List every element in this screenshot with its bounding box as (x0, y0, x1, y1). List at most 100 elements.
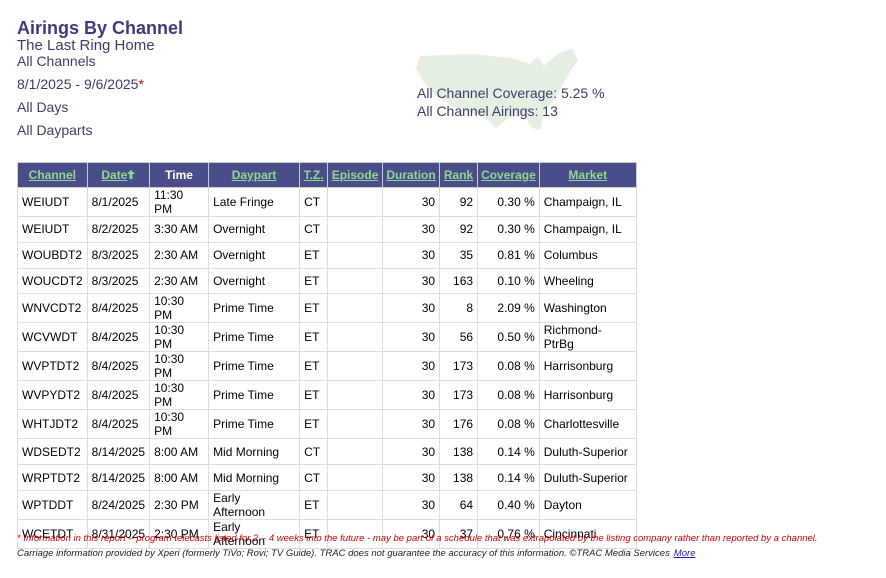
header-row: Channel Date Time Daypart T.Z. Episode Duratio… (17, 162, 637, 188)
table-row: WDSEDT2 8/14/2025 8:00 AM Mid Morning CT 30 13… (17, 438, 637, 466)
sort-link[interactable]: Market (568, 168, 608, 182)
channel-cell: WVPYDT2 (17, 380, 88, 411)
date-cell: 8/4/2025 (86, 322, 151, 353)
episode-cell (327, 464, 384, 491)
time-cell: 2:30 AM (149, 241, 210, 269)
market-cell: Dayton (538, 489, 637, 520)
table-row: WEIUDT 8/2/2025 3:30 AM Overnight CT 30 92 0.30… (17, 216, 637, 243)
table-row: WVPTDT2 8/4/2025 10:30 PM Prime Time ET 30 173… (17, 351, 637, 382)
channel-cell: WNVCDT2 (17, 293, 88, 324)
sort-link[interactable]: Coverage (481, 168, 536, 182)
episode-cell (327, 187, 384, 217)
market-cell: Harrisonburg (538, 351, 637, 382)
market-cell: Cincinnati (538, 518, 637, 549)
channel-cell: WVPTDT2 (17, 351, 88, 382)
date-range-text: 8/1/2025 - 9/6/2025 (17, 76, 139, 92)
more-link[interactable]: More (673, 548, 696, 559)
date-cell: 8/14/2025 (86, 464, 151, 491)
tz-cell: ET (299, 489, 329, 520)
time-cell: 10:30 PM (149, 322, 210, 353)
report-title: Airings By Channel (17, 18, 184, 38)
market-cell: Champaign, IL (538, 187, 637, 217)
market-cell: Champaign, IL (538, 216, 637, 243)
date-cell: 8/4/2025 (86, 380, 151, 411)
table-body: WEIUDT 8/1/2025 11:30 PM Late Fringe CT 30 92 0… (17, 187, 637, 549)
daypart-cell: Overnight (208, 241, 301, 269)
tz-cell: CT (299, 464, 329, 491)
tz-cell: ET (299, 241, 329, 269)
daypart-cell: Early Afternoon (208, 518, 301, 549)
channel-cell: WHTJDT2 (17, 409, 88, 440)
episode-cell (327, 241, 384, 269)
column-header: T.Z. (299, 162, 329, 188)
daypart-cell: Prime Time (208, 322, 301, 353)
market-cell: Washington (538, 293, 637, 324)
date-cell: 8/3/2025 (86, 267, 151, 295)
market-cell: Wheeling (538, 267, 637, 295)
table-row: WOUBDT2 8/3/2025 2:30 AM Overnight ET 30 35 0.8… (17, 241, 637, 269)
episode-cell (327, 322, 384, 353)
coverage-cell: 0.08 % (477, 351, 540, 382)
sort-link[interactable]: Date (101, 168, 128, 182)
sort-link[interactable]: Duration (386, 168, 436, 182)
dayparts-filter: All Dayparts (17, 122, 93, 138)
time-cell: 8:00 AM (149, 438, 210, 466)
episode-cell (327, 489, 384, 520)
date-cell: 8/2/2025 (86, 216, 151, 243)
episode-cell (327, 267, 384, 295)
sort-link[interactable]: Rank (443, 168, 474, 182)
time-cell: 3:30 AM (149, 216, 210, 243)
date-cell: 8/31/2025 (86, 518, 151, 549)
market-cell: Duluth-Superior (538, 438, 637, 466)
tz-cell: ET (299, 380, 329, 411)
rank-cell: 64 (439, 489, 479, 520)
tz-cell: ET (299, 322, 329, 353)
carriage-text: Carriage information provided by Xperi (… (17, 548, 670, 559)
time-cell: 11:30 PM (149, 187, 210, 217)
duration-cell: 30 (382, 216, 441, 243)
tz-cell: CT (299, 187, 329, 217)
time-cell: 10:30 PM (149, 380, 210, 411)
daypart-cell: Overnight (208, 267, 301, 295)
episode-cell (327, 293, 384, 324)
daypart-cell: Early Afternoon (208, 489, 301, 520)
rank-cell: 37 (439, 518, 479, 549)
program-name: The Last Ring Home (17, 37, 155, 54)
us-map (416, 48, 578, 130)
duration-cell: 30 (382, 464, 441, 491)
table-row: WRPTDT2 8/14/2025 8:00 AM Mid Morning CT 30 13… (17, 464, 637, 491)
rank-cell: 8 (439, 293, 479, 324)
table-row: WEIUDT 8/1/2025 11:30 PM Late Fringe CT 30 92 0… (17, 187, 637, 217)
coverage-cell: 0.14 % (477, 464, 540, 491)
daypart-cell: Overnight (208, 216, 301, 243)
carriage-note: Carriage information provided by Xperi (… (17, 548, 695, 559)
table-row: WCETDT 8/31/2025 2:30 PM Early Afternoon ET 3… (17, 518, 637, 549)
column-header: Channel (17, 162, 88, 188)
sort-link[interactable]: Channel (28, 168, 76, 182)
table-row: WNVCDT2 8/4/2025 10:30 PM Prime Time ET 30 8 2.… (17, 293, 637, 324)
date-cell: 8/3/2025 (86, 241, 151, 269)
date-range: 8/1/2025 - 9/6/2025* (17, 76, 144, 92)
tz-cell: ET (299, 267, 329, 295)
duration-cell: 30 (382, 409, 441, 440)
sort-link[interactable]: T.Z. (303, 168, 324, 182)
airings-table: Channel Date Time Daypart T.Z. Episode Duratio… (17, 162, 637, 549)
rank-cell: 56 (439, 322, 479, 353)
column-header: Rank (439, 162, 479, 188)
table-row: WCVWDT 8/4/2025 10:30 PM Prime Time ET 30 56 0.… (17, 322, 637, 353)
duration-cell: 30 (382, 293, 441, 324)
rank-cell: 163 (439, 267, 479, 295)
rank-cell: 138 (439, 438, 479, 466)
tz-cell: ET (299, 409, 329, 440)
sort-link[interactable]: Episode (331, 168, 379, 182)
table-row: WHTJDT2 8/4/2025 10:30 PM Prime Time ET 30 176… (17, 409, 637, 440)
channel-cell: WCVWDT (17, 322, 88, 353)
channel-cell: WRPTDT2 (17, 464, 88, 491)
rank-cell: 35 (439, 241, 479, 269)
duration-cell: 30 (382, 489, 441, 520)
coverage-cell: 0.30 % (477, 216, 540, 243)
sort-link[interactable]: Daypart (231, 168, 277, 182)
daypart-cell: Prime Time (208, 351, 301, 382)
rank-cell: 176 (439, 409, 479, 440)
note-mark: * (138, 76, 144, 92)
